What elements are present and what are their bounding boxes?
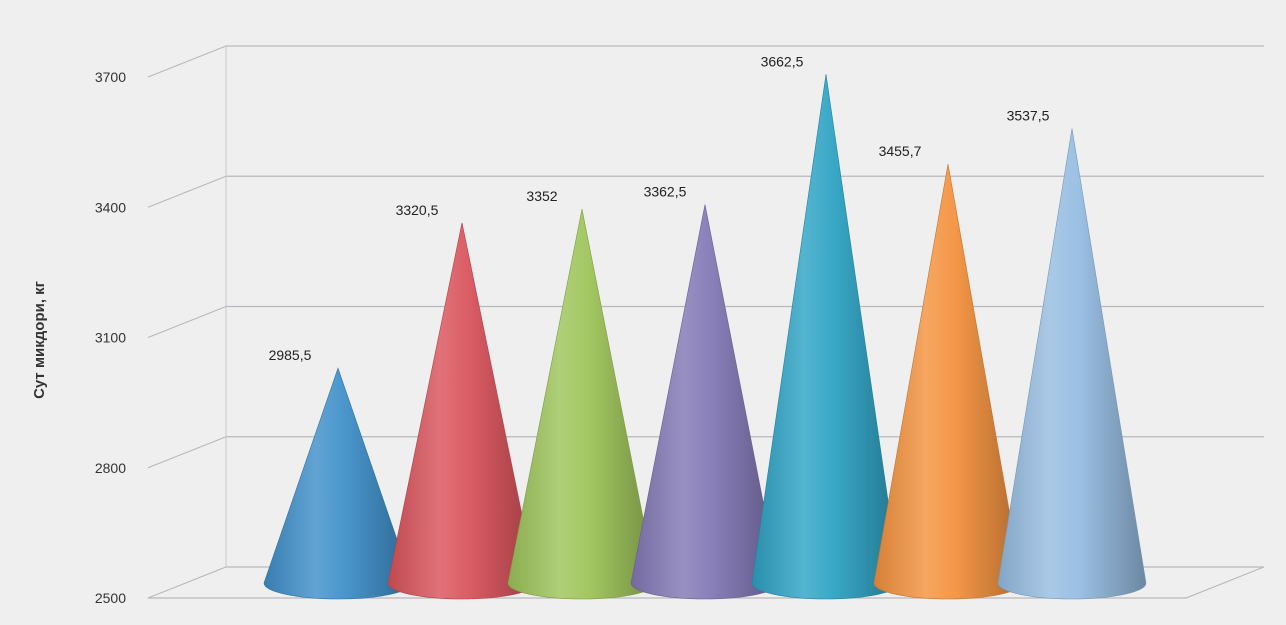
gridline-diagonal [147,175,227,208]
cone-bar [997,128,1147,600]
y-tick-label: 2800 [95,460,126,476]
y-tick-label: 3400 [95,199,126,215]
data-label: 3320,5 [396,202,439,218]
gridline-diagonal [147,305,227,339]
y-tick-label: 3700 [95,69,126,85]
cone-bar [630,204,780,600]
y-tick-label: 3100 [95,330,126,346]
y-tick-label: 2500 [95,590,126,606]
gridline-diagonal [147,436,227,469]
gridline-diagonal [147,45,227,78]
data-label: 3352 [526,188,557,204]
cone-bar [263,367,413,600]
cone-bar [873,164,1023,600]
y-axis-title: Сут микдори, кг [31,281,48,399]
data-label: 3455,7 [879,143,922,159]
data-label: 3537,5 [1007,108,1050,124]
cones [263,74,1147,600]
data-labels: 2985,5 3320,5 3352 3362,5 3662,5 3455,7 3537,5 [269,53,1050,363]
data-label: 3362,5 [644,184,687,200]
cone-bar [387,222,537,600]
y-axis-ticks: 2500 2800 3100 3400 3700 [95,69,126,606]
data-label: 2985,5 [269,347,312,363]
data-label: 3662,5 [761,53,804,69]
cone-bar [507,209,657,600]
